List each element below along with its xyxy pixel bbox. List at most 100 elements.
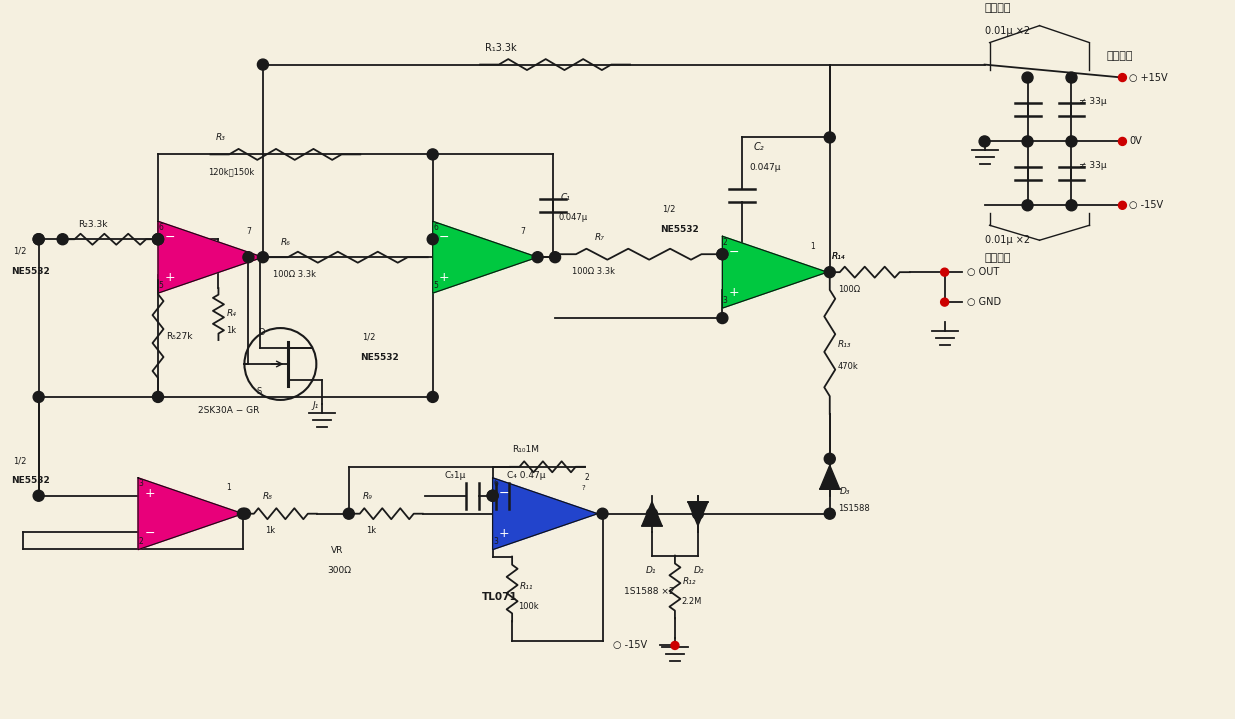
- Text: R₈: R₈: [263, 493, 273, 501]
- Text: R₄: R₄: [226, 308, 236, 318]
- Text: D₂: D₂: [694, 566, 704, 575]
- Circle shape: [153, 234, 163, 244]
- Text: R₁₄: R₁₄: [831, 252, 845, 261]
- Text: NE5532: NE5532: [659, 225, 699, 234]
- Text: D: D: [258, 328, 264, 336]
- Text: 3: 3: [722, 296, 727, 305]
- Circle shape: [57, 234, 68, 244]
- Circle shape: [33, 490, 44, 501]
- Text: ○ OUT: ○ OUT: [967, 267, 999, 277]
- Text: 1k: 1k: [264, 526, 275, 535]
- Text: ○ -15V: ○ -15V: [613, 641, 647, 651]
- Text: R₁₀1M: R₁₀1M: [513, 445, 540, 454]
- Circle shape: [153, 234, 163, 244]
- Circle shape: [1066, 72, 1077, 83]
- Text: 2: 2: [584, 473, 589, 482]
- Circle shape: [979, 136, 990, 147]
- Text: ?: ?: [582, 485, 585, 491]
- Text: 6: 6: [433, 223, 438, 232]
- Circle shape: [716, 249, 727, 260]
- Text: TL071: TL071: [482, 592, 517, 602]
- Text: 100Ω 3.3k: 100Ω 3.3k: [273, 270, 316, 279]
- Text: 1: 1: [810, 242, 815, 251]
- Text: 2: 2: [138, 537, 143, 546]
- Text: C₂: C₂: [753, 142, 764, 152]
- Text: +: +: [438, 270, 450, 284]
- Text: 2: 2: [722, 238, 727, 247]
- Text: C₁: C₁: [561, 193, 571, 202]
- Text: ≠ 33μ: ≠ 33μ: [1079, 161, 1107, 170]
- Text: 1: 1: [226, 483, 231, 493]
- Text: R₁₂: R₁₂: [683, 577, 697, 586]
- Polygon shape: [158, 221, 263, 293]
- Circle shape: [716, 313, 727, 324]
- Text: R₁₄: R₁₄: [831, 252, 845, 261]
- Text: ≠ 33μ: ≠ 33μ: [1079, 97, 1107, 106]
- Text: R₁3.3k: R₁3.3k: [485, 42, 516, 52]
- Text: −: −: [164, 231, 175, 244]
- Circle shape: [646, 508, 657, 519]
- Circle shape: [427, 149, 438, 160]
- Text: 1k: 1k: [226, 326, 237, 334]
- Polygon shape: [688, 502, 708, 526]
- Polygon shape: [722, 237, 827, 308]
- Circle shape: [1023, 72, 1032, 83]
- Text: +: +: [729, 285, 740, 298]
- Text: C₄ 0.47μ: C₄ 0.47μ: [508, 471, 546, 480]
- Text: −: −: [499, 487, 509, 500]
- Circle shape: [427, 391, 438, 403]
- Circle shape: [824, 508, 835, 519]
- Text: NE5532: NE5532: [361, 352, 399, 362]
- Circle shape: [33, 234, 44, 244]
- Text: ○ GND: ○ GND: [967, 297, 1000, 307]
- Circle shape: [487, 490, 498, 501]
- Text: 0.047μ: 0.047μ: [558, 213, 588, 221]
- Text: 0.01μ ×2: 0.01μ ×2: [984, 235, 1030, 245]
- Text: 1/2: 1/2: [662, 205, 676, 214]
- Text: D₃: D₃: [840, 487, 850, 496]
- Circle shape: [824, 132, 835, 143]
- Text: S: S: [257, 388, 262, 396]
- Text: 1/2: 1/2: [12, 457, 26, 465]
- Circle shape: [240, 508, 251, 519]
- Circle shape: [1119, 73, 1126, 81]
- Text: +: +: [144, 487, 154, 500]
- Circle shape: [1023, 136, 1032, 147]
- Circle shape: [427, 234, 438, 244]
- Text: 100k: 100k: [519, 602, 538, 611]
- Circle shape: [716, 249, 727, 260]
- Circle shape: [1119, 137, 1126, 145]
- Text: 5: 5: [433, 280, 438, 290]
- Text: J₁: J₁: [312, 401, 319, 411]
- Text: 2.2M: 2.2M: [680, 597, 701, 606]
- Polygon shape: [138, 477, 243, 549]
- Circle shape: [33, 234, 44, 244]
- Text: R₅27k: R₅27k: [165, 331, 193, 341]
- Text: 电源电压: 电源电压: [1107, 50, 1132, 60]
- Text: 100Ω 3.3k: 100Ω 3.3k: [572, 267, 615, 275]
- Text: 3: 3: [138, 480, 143, 488]
- Text: 6: 6: [493, 480, 498, 488]
- Circle shape: [824, 453, 835, 464]
- Text: 1S1588 ×2: 1S1588 ×2: [624, 587, 674, 596]
- Text: R₆: R₆: [280, 238, 290, 247]
- Text: −: −: [144, 527, 154, 540]
- Circle shape: [1119, 201, 1126, 209]
- Text: R₁₃: R₁₃: [837, 339, 851, 349]
- Circle shape: [824, 267, 835, 278]
- Text: 1/2: 1/2: [12, 247, 26, 256]
- Text: R₁₁: R₁₁: [520, 582, 534, 591]
- Circle shape: [487, 490, 498, 501]
- Text: +: +: [499, 527, 510, 540]
- Text: D₁: D₁: [646, 566, 657, 575]
- Circle shape: [597, 508, 608, 519]
- Circle shape: [941, 298, 948, 306]
- Text: R₉: R₉: [363, 493, 373, 501]
- Circle shape: [257, 59, 268, 70]
- Text: NE5532: NE5532: [11, 267, 49, 275]
- Circle shape: [243, 252, 254, 262]
- Text: C₃1μ: C₃1μ: [445, 471, 466, 480]
- Circle shape: [1066, 200, 1077, 211]
- Text: R₂3.3k: R₂3.3k: [79, 220, 109, 229]
- Circle shape: [237, 508, 248, 519]
